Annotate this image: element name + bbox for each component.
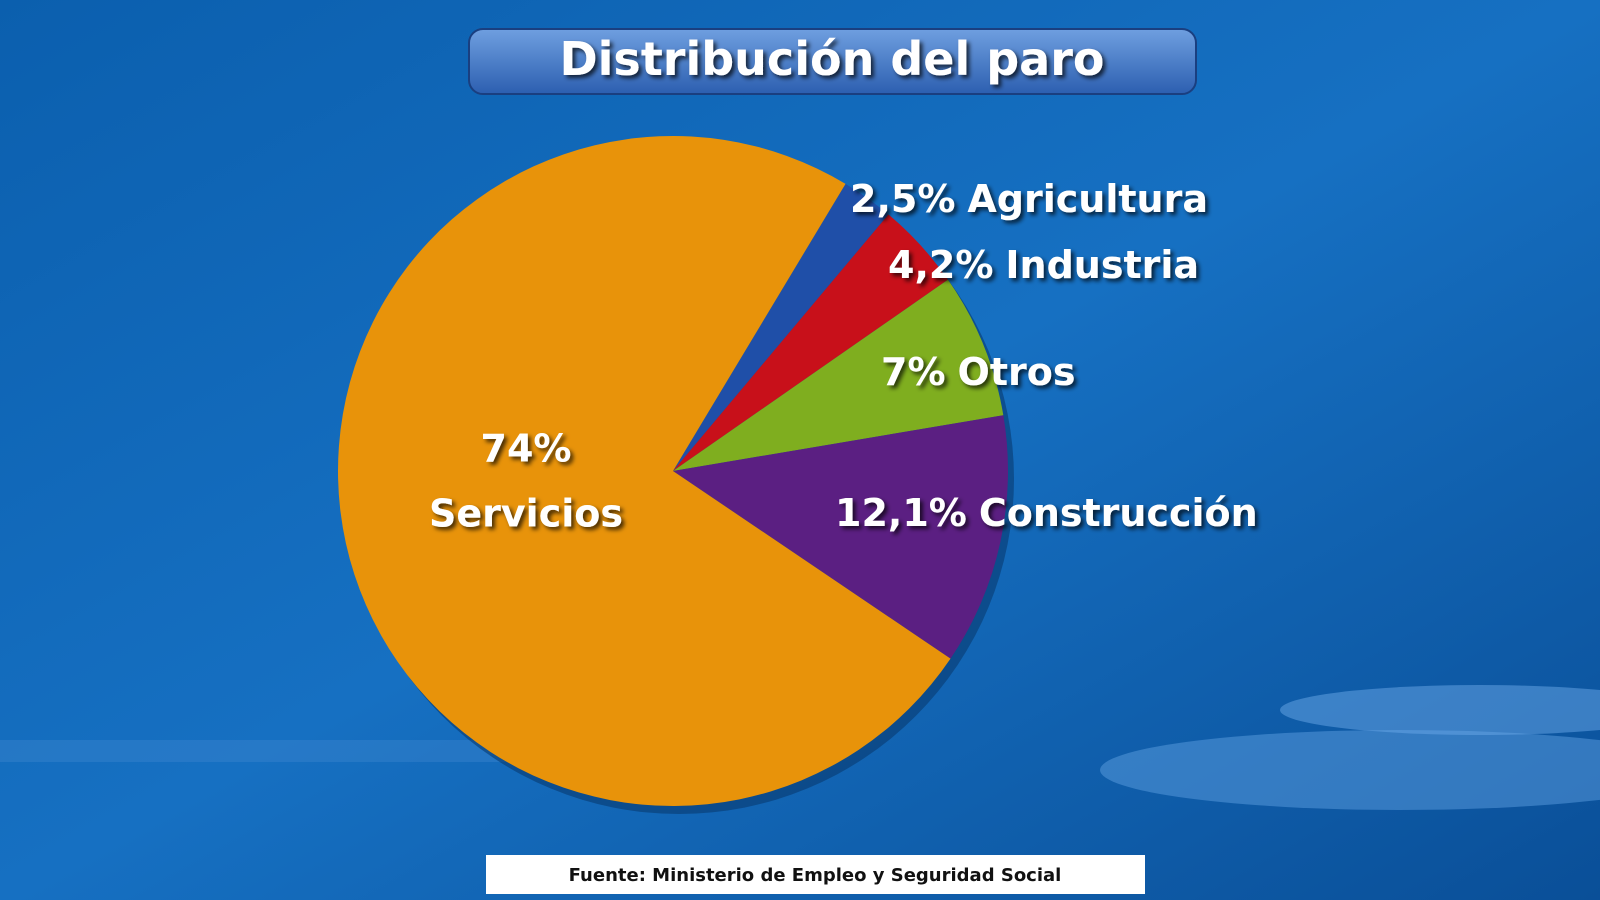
source-box — [486, 855, 1145, 894]
pie-slice — [673, 183, 889, 472]
chart-title: Distribución del paro — [559, 32, 1104, 86]
title-box — [468, 28, 1197, 95]
value-label: 2,5% — [850, 177, 955, 221]
slice-label: 7% Otros — [881, 350, 1075, 394]
source: Fuente: Ministerio de Empleo y Seguridad… — [569, 865, 1062, 886]
pie-slice — [673, 214, 948, 471]
pie-slice — [338, 136, 951, 806]
category-label: Otros — [958, 350, 1076, 394]
labels: 2,5% Agricultura 4,2% Industria 7% Otros 12,1%… — [429, 177, 1258, 536]
slice-label: 4,2% Industria — [888, 243, 1199, 287]
pie-slice — [673, 415, 1008, 659]
category-label: Servicios — [429, 492, 623, 536]
value-label: 7% — [881, 350, 946, 394]
category-label: Agricultura — [967, 177, 1208, 221]
category-label: Construcción — [979, 491, 1258, 535]
category-label: Industria — [1005, 243, 1199, 287]
decoration — [1280, 685, 1600, 735]
slice-label: 2,5% Agricultura — [850, 177, 1208, 221]
value-label: 4,2% — [888, 243, 993, 287]
decoration — [1100, 730, 1600, 810]
pie — [338, 136, 1014, 814]
value-label: 12,1% — [835, 491, 967, 535]
slice-label: 12,1% Construcción — [835, 491, 1258, 535]
value-label: 74% — [481, 427, 572, 471]
pie-slice — [673, 279, 1004, 471]
